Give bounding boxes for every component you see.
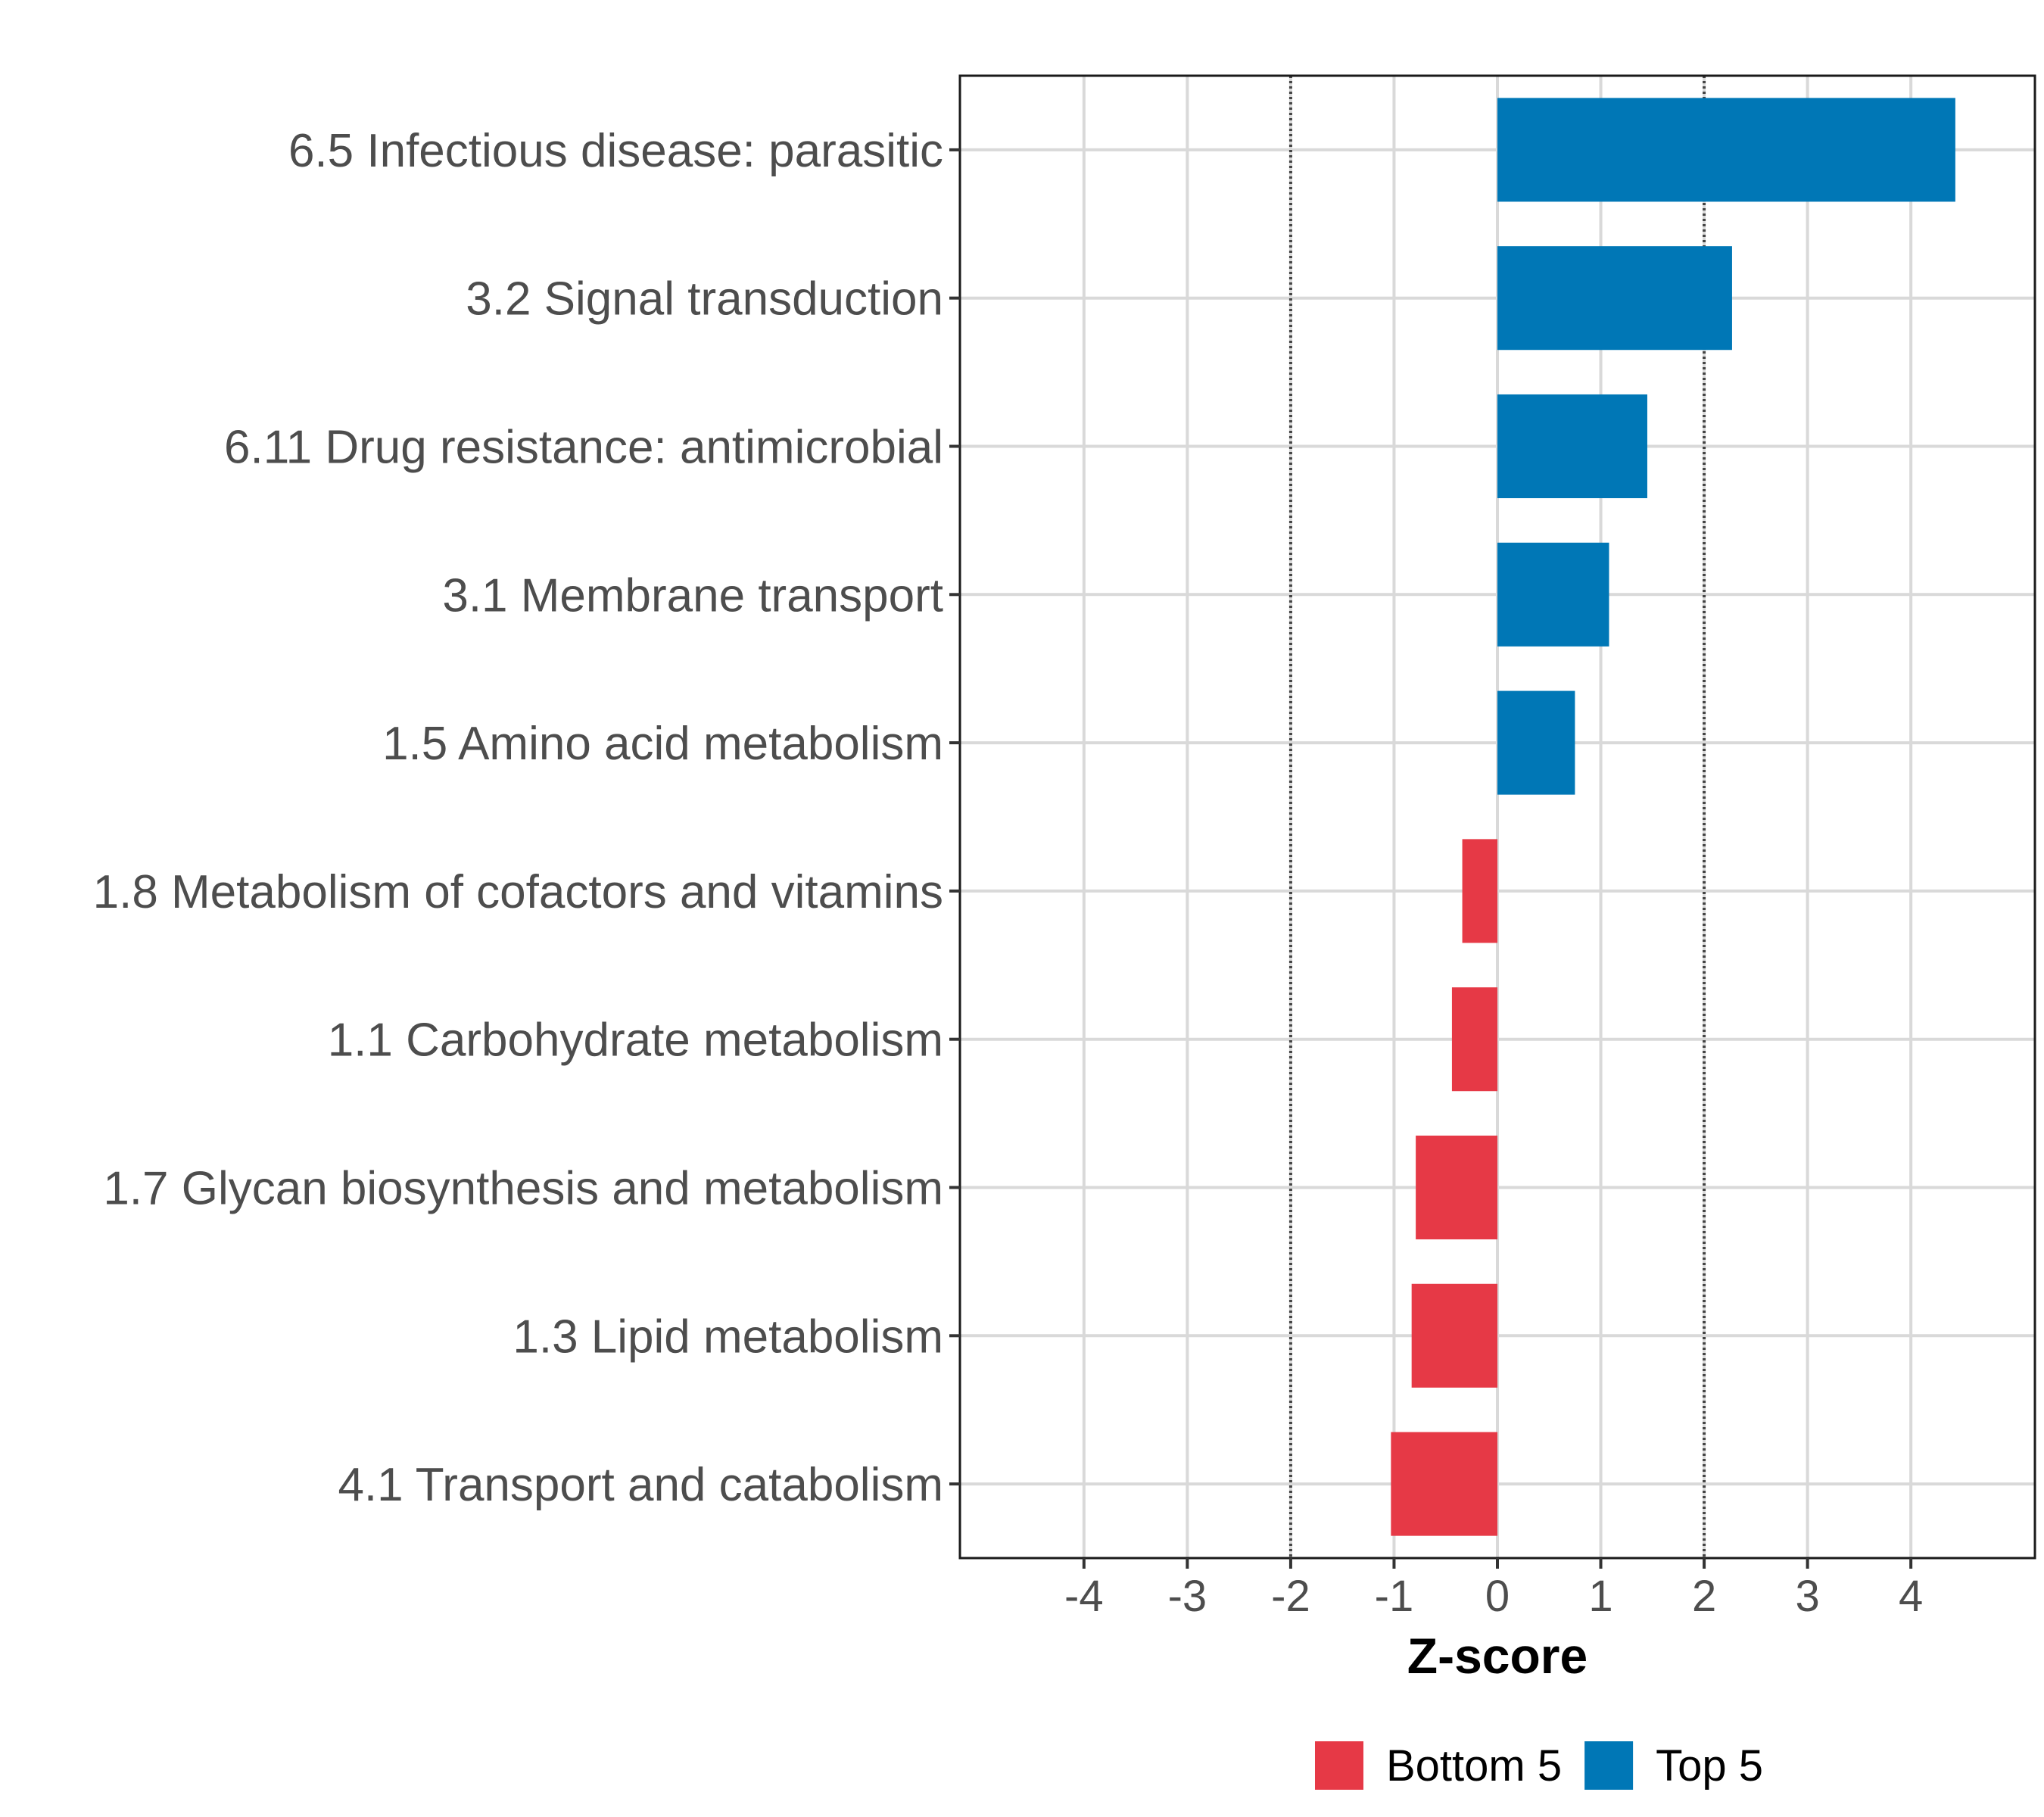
legend-swatch [1584,1741,1634,1790]
bar [1451,987,1497,1092]
legend-swatch [1314,1741,1363,1790]
y-tick-label: 6.11 Drug resistance: antimicrobial [224,422,943,474]
legend-item: Top 5 [1584,1741,1763,1791]
y-tick-label: 1.8 Metabolism of cofactors and vitamins [93,866,943,918]
legend-label: Top 5 [1656,1741,1763,1791]
x-tick-label: -2 [1271,1572,1310,1621]
bar [1416,1135,1497,1240]
x-axis-title: Z-score [1407,1628,1588,1684]
bar [1497,690,1575,795]
bar [1497,542,1609,647]
y-tick-label: 1.5 Amino acid metabolism [382,718,943,770]
x-tick-label: 3 [1795,1572,1819,1621]
y-tick-label: 1.1 Carbohydrate metabolism [328,1014,943,1067]
x-tick-label: -3 [1168,1572,1207,1621]
y-tick-label: 1.3 Lipid metabolism [513,1311,943,1363]
reference-lines [1288,76,1706,1558]
x-tick-label: 4 [1899,1572,1923,1621]
x-axis-ticks: -4 -3 -2 -1 0 1 2 3 4 [1064,1558,1923,1621]
bar [1497,394,1647,499]
bar [1411,1283,1497,1388]
bars [1391,98,1955,1536]
legend-label: Bottom 5 [1386,1741,1562,1791]
y-axis-ticks: 6.5 Infectious disease: parasitic 3.2 Sig… [93,125,960,1511]
x-tick-label: -1 [1375,1572,1414,1621]
x-tick-label: 2 [1692,1572,1716,1621]
bar [1497,98,1955,202]
bar [1497,246,1732,351]
bar [1391,1432,1497,1536]
legend: Bottom 5 Top 5 [1314,1741,1763,1791]
bar [1462,839,1497,943]
y-tick-label: 1.7 Glycan biosynthesis and metabolism [103,1163,943,1215]
x-tick-label: 1 [1588,1572,1612,1621]
y-tick-label: 4.1 Transport and catabolism [338,1459,943,1511]
x-tick-label: -4 [1064,1572,1104,1621]
y-tick-label: 3.1 Membrane transport [442,569,943,622]
x-tick-label: 0 [1485,1572,1510,1621]
y-tick-label: 6.5 Infectious disease: parasitic [288,125,943,177]
y-tick-label: 3.2 Signal transduction [466,273,943,326]
legend-item: Bottom 5 [1314,1741,1562,1791]
